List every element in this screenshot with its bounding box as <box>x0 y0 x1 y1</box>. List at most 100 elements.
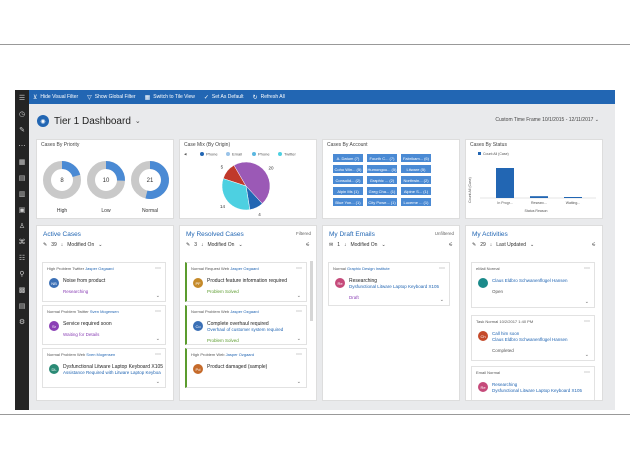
switch-tile-view-button[interactable]: ▦ Switch to Tile View <box>144 94 195 101</box>
edit-icon[interactable]: ✎ <box>186 242 191 248</box>
cases-icon[interactable]: ⌘ <box>18 239 26 246</box>
account-tag[interactable]: Litware (5) <box>401 165 431 173</box>
more-options-icon[interactable]: ⋯ <box>296 266 302 272</box>
chevron-down-icon[interactable]: ⌄ <box>530 242 535 248</box>
queues-icon[interactable]: ☷ <box>18 255 26 262</box>
edit-icon[interactable]: ✎ <box>472 242 477 248</box>
card-subtitle[interactable]: Dysfunctional Litware Laptop Keyboard X1… <box>492 388 583 393</box>
more-options-icon[interactable]: ⋯ <box>584 319 590 325</box>
card-subtitle[interactable]: Claus Eldbro Schwanenflügel Hansen <box>492 337 568 342</box>
card-title[interactable]: Dysfunctional Litware Laptop Keyboard X1… <box>63 364 164 370</box>
case-card[interactable]: Normal Request Web Jasper Ozgaard PF Produ… <box>185 262 307 302</box>
more-options-icon[interactable]: ⋯ <box>584 370 590 376</box>
more-options-icon[interactable]: ⋯ <box>155 309 161 315</box>
chevron-down-icon[interactable]: ⌄ <box>296 379 301 385</box>
donut-segment-low[interactable] <box>106 161 125 181</box>
options-icon[interactable]: ⚟ <box>591 242 596 248</box>
options-icon[interactable]: ⚟ <box>448 242 453 248</box>
refresh-all-button[interactable]: ↻ Refresh All <box>252 94 285 101</box>
settings-icon[interactable]: ⚙ <box>18 319 26 326</box>
donut-segment-normal[interactable] <box>145 161 169 199</box>
set-default-button[interactable]: ✓ Set As Default <box>203 94 244 101</box>
bar[interactable] <box>496 168 514 198</box>
chevron-down-icon[interactable]: ⌄ <box>296 336 301 342</box>
account-tag[interactable]: Northwin... (2) <box>401 176 431 184</box>
card-subtitle[interactable]: Assistance Required with Litware Laptop … <box>63 370 161 375</box>
activities-icon[interactable]: ▤ <box>18 175 26 182</box>
menu-icon[interactable]: ☰ <box>18 95 26 102</box>
more-options-icon[interactable]: ⋯ <box>584 266 590 272</box>
hide-visual-filter-button[interactable]: ⊻ Hide Visual Filter <box>33 94 79 101</box>
sort-field[interactable]: Modified On <box>350 242 378 248</box>
account-tag[interactable]: Greg Cha... (1) <box>367 187 397 195</box>
case-card[interactable]: Normal Problem Twitter Sven Mogensen Sr Se… <box>42 305 166 345</box>
pie-slice[interactable] <box>221 178 251 211</box>
card-title[interactable]: Product feature information required <box>207 278 288 284</box>
case-card[interactable]: High Problem Twitter Jasper Ozgaard NB Noi… <box>42 262 166 302</box>
case-card[interactable]: Normal Problem Web Jasper Ozgaard Co Compl… <box>185 305 307 345</box>
options-icon[interactable]: ⚟ <box>305 242 310 248</box>
owner-link[interactable]: Sven Mogensen <box>86 352 116 357</box>
chevron-down-icon[interactable]: ⌄ <box>594 117 599 123</box>
case-card[interactable]: eMail Normal Claus Eldbro Schwanenflügel… <box>471 262 595 308</box>
card-title[interactable]: Product damaged (sample) <box>207 364 268 370</box>
pin-icon[interactable]: ✎ <box>19 127 25 134</box>
owner-link[interactable]: Sven Mogensen <box>89 309 119 314</box>
chevron-down-icon[interactable]: ⌄ <box>134 118 141 125</box>
bar[interactable] <box>530 196 548 198</box>
more-options-icon[interactable]: ⋯ <box>296 352 302 358</box>
chevron-down-icon[interactable]: ⌄ <box>98 242 103 248</box>
account-tag[interactable]: Lucerne ... (1) <box>401 198 431 206</box>
show-global-filter-button[interactable]: ▽ Show Global Filter <box>87 94 136 101</box>
case-card[interactable]: Normal Problem Web Sven Mogensen DL Dysfun… <box>42 348 166 388</box>
sort-arrow-icon[interactable]: ↓ <box>343 242 347 248</box>
account-tag[interactable]: Fourth C... (7) <box>367 154 397 162</box>
card-subtitle[interactable]: Dysfunctional Litware Laptop Keyboard X1… <box>349 284 440 289</box>
priority-donut-charts[interactable]: 8 High 10 Low 21 Normal <box>37 150 174 218</box>
pie-slice[interactable] <box>233 161 271 204</box>
knowledge-icon[interactable]: ⚲ <box>19 271 25 278</box>
more-icon[interactable]: ⋯ <box>18 143 26 150</box>
documents-icon[interactable]: ▤ <box>18 303 26 310</box>
account-tag[interactable]: Alpin Ms (1) <box>333 187 363 195</box>
chevron-down-icon[interactable]: ⌄ <box>381 242 386 248</box>
sort-arrow-icon[interactable]: ↓ <box>200 242 204 248</box>
account-tag[interactable]: A. Datum (7) <box>333 154 363 162</box>
edit-icon[interactable]: ✎ <box>43 242 48 248</box>
account-tag[interactable]: Consolid... (2) <box>333 176 363 184</box>
contacts-icon[interactable]: ♙ <box>18 223 26 230</box>
account-tag[interactable]: Alpine S... (1) <box>401 187 431 195</box>
card-title[interactable]: Call him soon <box>492 331 520 336</box>
bar[interactable] <box>564 197 582 198</box>
accounts-icon[interactable]: ▥ <box>18 191 26 198</box>
owner-link[interactable]: Jasper Ozgaard <box>225 352 255 357</box>
case-card[interactable]: Normal Graphic Design Institute Re Researc… <box>328 262 450 306</box>
chevron-down-icon[interactable]: ⌄ <box>155 293 160 299</box>
chevron-down-icon[interactable]: ⌄ <box>584 299 589 305</box>
card-title[interactable]: Researching <box>349 278 378 284</box>
case-card[interactable]: Email Normal Re Researching Dysfunctional … <box>471 366 595 400</box>
account-tag[interactable]: Humongou... (5) <box>367 165 397 173</box>
donut-segment-high[interactable] <box>62 161 81 177</box>
card-subtitle[interactable]: Overhaul of customer system required <box>207 327 284 332</box>
chevron-down-icon[interactable]: ⌄ <box>584 352 589 358</box>
chevron-down-icon[interactable]: ⌄ <box>439 297 444 303</box>
sort-arrow-icon[interactable]: ↓ <box>489 242 493 248</box>
chevron-down-icon[interactable]: ⌄ <box>155 379 160 385</box>
page-title[interactable]: Tier 1 Dashboard <box>54 115 131 127</box>
account-tag[interactable]: Coho Win... (5) <box>333 165 363 173</box>
more-options-icon[interactable]: ⋯ <box>439 266 445 272</box>
owner-link[interactable]: Jasper Ozgaard <box>85 266 114 271</box>
calendar-icon[interactable]: ▣ <box>18 207 26 214</box>
legend-prev-icon[interactable]: ◂ <box>184 152 187 158</box>
case-card[interactable]: Task Normal 10/2/2017 1:40 PM Ch Call him … <box>471 315 595 361</box>
more-options-icon[interactable]: ⋯ <box>155 352 161 358</box>
card-title[interactable]: Complete overhaul required <box>207 321 269 327</box>
card-title[interactable]: Service required soon <box>63 321 112 327</box>
sort-arrow-icon[interactable]: ↓ <box>60 242 64 248</box>
email-icon[interactable]: ✉ <box>329 242 334 248</box>
card-title[interactable]: Noise from product <box>63 278 106 284</box>
card-title[interactable]: Claus Eldbro Schwanenflügel Hansen <box>492 278 568 283</box>
owner-link[interactable]: Jasper Ozgaard <box>230 266 259 271</box>
sort-field[interactable]: Modified On <box>207 242 235 248</box>
